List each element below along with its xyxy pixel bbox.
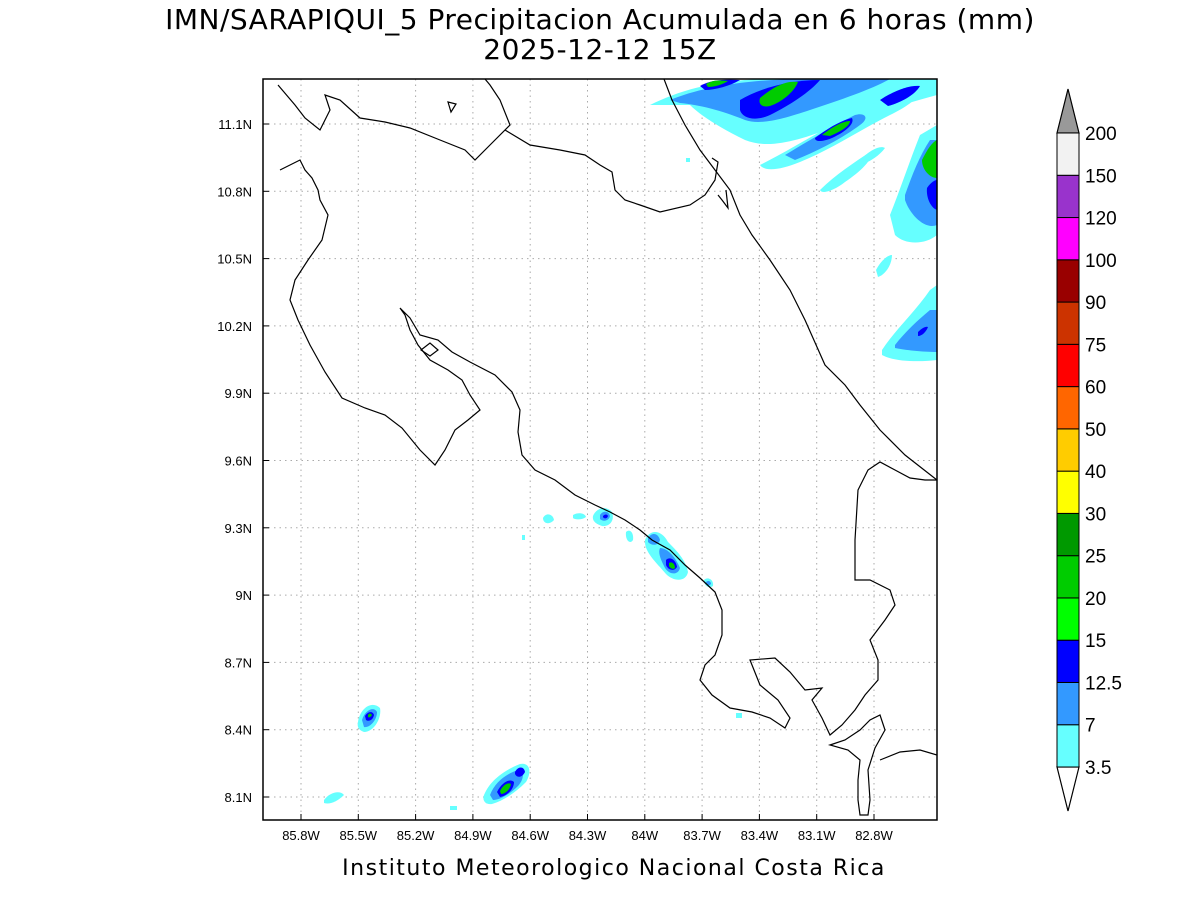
map-subtitle: 2025-12-12 15Z: [483, 33, 717, 66]
colorbar-level-label: 50: [1085, 420, 1106, 441]
colorbar-swatch: [1056, 428, 1080, 472]
colorbar-swatch: [1056, 343, 1080, 388]
lon-tick-label: 83.1W: [798, 828, 836, 843]
lon-tick-label: 82.8W: [855, 828, 893, 843]
colorbar-level-label: 40: [1085, 462, 1106, 483]
colorbar-level-label: 120: [1085, 209, 1117, 230]
colorbar: 3.5 7 12.5 15 20 25 30 40 50 60 75 90 100 120 150 200: [1056, 88, 1122, 812]
colorbar-level-label: 60: [1085, 378, 1106, 399]
colorbar-level-label: 90: [1085, 293, 1106, 314]
map-plot-area: [263, 79, 937, 820]
colorbar-level-label: 30: [1085, 504, 1106, 525]
lon-tick-label: 84.9W: [454, 828, 492, 843]
colorbar-level-label: 200: [1085, 124, 1117, 145]
colorbar-swatch: [1056, 301, 1080, 345]
lon-tick-label: 85.5W: [340, 828, 378, 843]
colorbar-level-label: 75: [1085, 335, 1106, 356]
lat-tick-label: 9.9N: [225, 386, 252, 401]
map-axis-ticks: 85.8W 85.5W 85.2W 84.9W 84.6W 84.3W 84W 83.7W 83…: [217, 117, 893, 843]
colorbar-swatch: [1056, 132, 1080, 176]
colorbar-level-label: 20: [1085, 589, 1106, 610]
colorbar-swatch: [1056, 259, 1080, 303]
colorbar-swatch: [1056, 386, 1080, 430]
map-title: IMN/SARAPIQUI_5 Precipitacion Acumulada …: [165, 3, 1035, 36]
coastline-outline: [277, 79, 937, 816]
lat-tick-label: 8.7N: [225, 655, 252, 670]
precip-shading: [324, 79, 937, 810]
lat-tick-label: 10.5N: [217, 252, 252, 267]
colorbar-level-label: 100: [1085, 251, 1117, 272]
lat-tick-label: 10.8N: [217, 184, 252, 199]
colorbar-swatch: [1056, 724, 1080, 768]
lat-tick-label: 8.4N: [225, 723, 252, 738]
lon-tick-label: 84.3W: [569, 828, 607, 843]
colorbar-level-label: 25: [1085, 547, 1106, 568]
lat-tick-label: 9.3N: [225, 521, 252, 536]
lon-tick-label: 84W: [631, 828, 658, 843]
colorbar-swatch: [1056, 597, 1080, 641]
lon-tick-label: 84.6W: [511, 828, 549, 843]
colorbar-level-label: 15: [1085, 631, 1106, 652]
lat-tick-label: 8.1N: [225, 790, 252, 805]
lat-tick-label: 11.1N: [218, 117, 252, 132]
colorbar-level-label: 150: [1085, 166, 1117, 187]
lon-tick-label: 85.8W: [282, 828, 320, 843]
lat-tick-label: 10.2N: [217, 319, 252, 334]
colorbar-swatch: [1056, 174, 1080, 219]
colorbar-swatch: [1056, 217, 1080, 261]
colorbar-swatch: [1056, 681, 1080, 726]
map-gridlines: [263, 79, 937, 820]
colorbar-level-label: 12.5: [1085, 673, 1122, 694]
lat-tick-label: 9N: [235, 588, 252, 603]
colorbar-top-arrow: [1056, 88, 1080, 134]
footer-credit: Instituto Meteorologico Nacional Costa R…: [342, 856, 886, 881]
lat-tick-label: 9.6N: [225, 454, 252, 469]
colorbar-swatch: [1056, 555, 1080, 599]
colorbar-level-label: 7: [1085, 716, 1096, 737]
colorbar-bottom-arrow: [1056, 766, 1080, 812]
colorbar-level-label: 3.5: [1085, 758, 1111, 779]
lon-tick-label: 83.4W: [741, 828, 779, 843]
lon-tick-label: 85.2W: [397, 828, 435, 843]
colorbar-swatch: [1056, 639, 1080, 683]
lon-tick-label: 83.7W: [683, 828, 721, 843]
colorbar-swatch: [1056, 512, 1080, 557]
colorbar-swatch: [1056, 470, 1080, 514]
